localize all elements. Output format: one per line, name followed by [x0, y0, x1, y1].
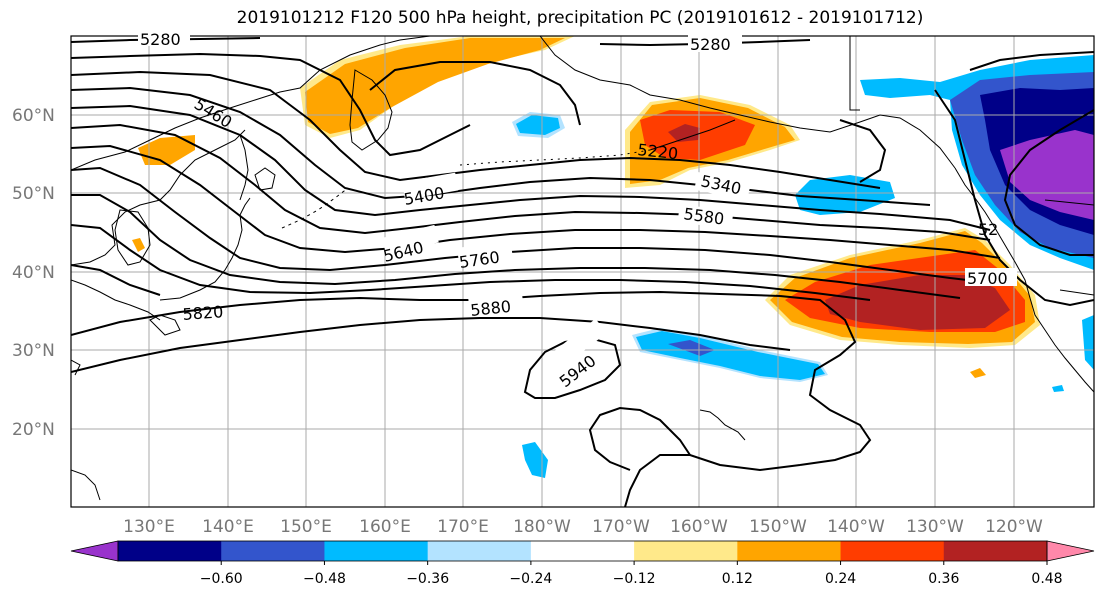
coastline-sakhalin [239, 134, 249, 201]
contour-5520 [71, 104, 991, 231]
lon-label: 150°E [280, 517, 332, 537]
lon-label: 160°W [670, 517, 728, 537]
lon-label: 140°E [202, 517, 254, 537]
colorbar-segment [427, 541, 532, 561]
contour-5940 [523, 336, 622, 399]
latitude-labels: 60°N 50°N 40°N 30°N 20°N [12, 106, 55, 440]
coastlines [71, 36, 1094, 501]
contour-5400 [71, 70, 881, 189]
contour-5880-b [71, 317, 791, 373]
contour-5640 [71, 144, 1001, 259]
colorbar-segment [840, 541, 945, 561]
colorbar-tick-label: 0.12 [722, 571, 753, 587]
colorbar-segment [221, 541, 325, 561]
colorbar-tick-label: −0.60 [200, 571, 243, 587]
map-title: 2019101212 F120 500 hPa height, precipit… [236, 8, 924, 28]
colorbar-tick-label: −0.12 [613, 571, 656, 587]
colorbar-segment [737, 541, 842, 561]
colorbar-extend-high [1046, 540, 1095, 562]
lat-label: 20°N [12, 420, 55, 440]
contour-label: 5700 [967, 269, 1008, 288]
coastline-korea [114, 209, 151, 266]
contour-label: 5220 [637, 140, 679, 163]
lon-label: 140°W [827, 517, 885, 537]
lon-label: 130°E [123, 517, 175, 537]
colorbar-tick-label: 0.48 [1031, 571, 1062, 587]
contour-5880-a [71, 290, 781, 336]
contour-5820 [71, 224, 871, 301]
coastline-alaska [539, 36, 956, 169]
contour-label: 52 [978, 220, 998, 239]
coastline-japan [159, 197, 251, 301]
coastline-hawaii [699, 409, 746, 441]
contour-5700 [71, 166, 1011, 286]
height-contours [71, 37, 1094, 507]
lat-label: 50°N [12, 184, 55, 204]
contour-5760 [71, 194, 961, 299]
colorbar-tick-label: −0.48 [303, 571, 346, 587]
colorbar-segment [634, 541, 738, 561]
lon-label: 150°W [749, 517, 807, 537]
colorbar-tick-label: 0.36 [928, 571, 959, 587]
lat-label: 40°N [12, 263, 55, 283]
lon-label: 170°W [592, 517, 650, 537]
contour-label-group: 5280 5280 5460 5220 5340 5400 5580 5640 … [138, 30, 1017, 391]
contour-label: 5280 [140, 30, 181, 49]
colorbar-tick-label: −0.36 [406, 571, 449, 587]
lon-label: 130°W [906, 517, 964, 537]
colorbar-segment [530, 541, 635, 561]
colorbar-extend-low [70, 540, 119, 562]
lat-label: 60°N [12, 106, 55, 126]
lon-label: 180°W [513, 517, 571, 537]
lon-label: 160°E [359, 517, 411, 537]
contour-5340 [71, 52, 471, 157]
coastline-kamchatka [349, 69, 393, 151]
coastline-north-america [954, 167, 1094, 393]
lat-label: 30°N [12, 341, 55, 361]
contour-5460 [71, 86, 931, 206]
contour-label: 5880 [469, 297, 511, 320]
colorbar-segment [118, 541, 222, 561]
colorbar-tick-label: 0.24 [825, 571, 856, 587]
coastline-asia [71, 36, 431, 171]
colorbar-tick-label: −0.24 [509, 571, 552, 587]
precip-region-gulf-alaska [795, 175, 895, 215]
longitude-labels: 130°E 140°E 150°E 160°E 170°E 180°W 170°… [123, 517, 1043, 537]
colorbar: −0.60 −0.48 −0.36 −0.24 −0.12 0.12 0.24 0.36 0.4… [70, 540, 1095, 587]
contour-5580 [71, 123, 991, 241]
colorbar-segment [324, 541, 429, 561]
lon-label: 170°E [437, 517, 489, 537]
map-frame [70, 35, 1095, 508]
contour-label: 5280 [690, 35, 731, 54]
contour-label: 5820 [182, 302, 224, 324]
lon-label: 120°W [985, 517, 1043, 537]
colorbar-segment [943, 541, 1048, 561]
